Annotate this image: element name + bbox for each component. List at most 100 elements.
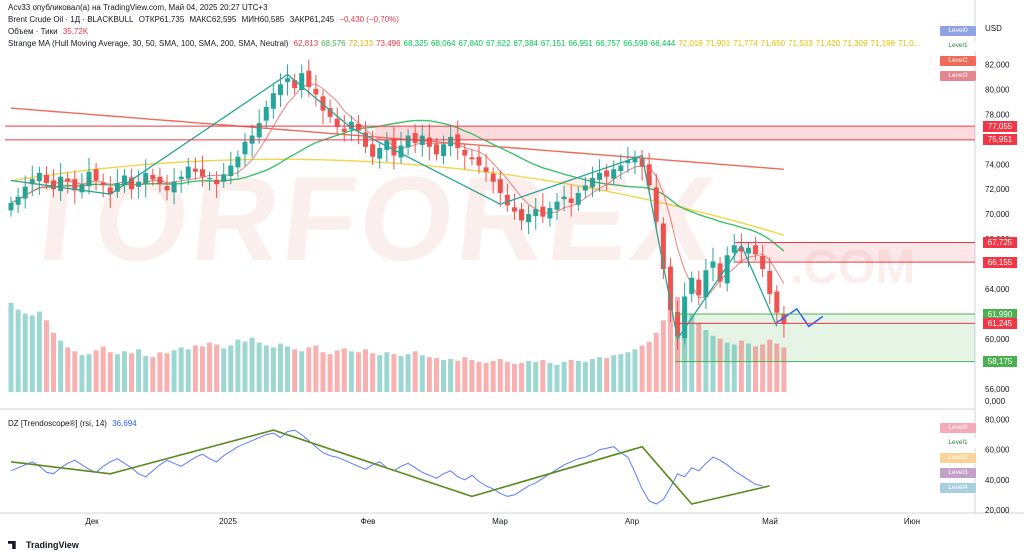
price-level-box[interactable]: 66,155 bbox=[983, 256, 1017, 268]
rsi-level-tag[interactable]: Level3 bbox=[940, 468, 976, 478]
candle-body[interactable] bbox=[150, 174, 156, 180]
candle-body[interactable] bbox=[263, 106, 269, 121]
candle-body[interactable] bbox=[781, 314, 787, 324]
candle-body[interactable] bbox=[221, 174, 227, 182]
candle-body[interactable] bbox=[476, 156, 482, 166]
candle-body[interactable] bbox=[299, 73, 305, 91]
candle-body[interactable] bbox=[171, 181, 177, 193]
rsi-level-tag[interactable]: Level2 bbox=[940, 453, 976, 463]
candle-body[interactable] bbox=[86, 171, 92, 187]
candle-body[interactable] bbox=[618, 165, 624, 172]
candle-body[interactable] bbox=[391, 138, 397, 156]
candle-body[interactable] bbox=[696, 279, 702, 296]
candle-body[interactable] bbox=[767, 270, 773, 294]
candle-body[interactable] bbox=[533, 209, 539, 217]
candle-body[interactable] bbox=[384, 140, 390, 150]
candle-body[interactable] bbox=[313, 88, 319, 95]
candle-body[interactable] bbox=[689, 277, 695, 294]
candle-body[interactable] bbox=[469, 157, 475, 160]
candle-body[interactable] bbox=[448, 136, 454, 147]
candle-body[interactable] bbox=[639, 158, 645, 167]
volume-legend[interactable]: Объем · Тики 35,72K bbox=[8, 27, 91, 37]
candle-body[interactable] bbox=[100, 182, 106, 186]
candle-body[interactable] bbox=[611, 169, 617, 179]
candle-body[interactable] bbox=[143, 172, 149, 184]
candle-body[interactable] bbox=[355, 123, 361, 131]
candle-body[interactable] bbox=[441, 144, 447, 157]
candle-body[interactable] bbox=[136, 181, 142, 187]
candle-body[interactable] bbox=[242, 141, 248, 155]
candle-body[interactable] bbox=[341, 128, 347, 132]
symbol-name[interactable]: Brent Crude Oil · 1Д · BLACKBULL bbox=[8, 15, 134, 24]
candle-body[interactable] bbox=[455, 134, 461, 149]
candle-body[interactable] bbox=[164, 186, 170, 191]
candle-body[interactable] bbox=[207, 177, 213, 179]
candle-body[interactable] bbox=[731, 245, 737, 253]
rsi-level-tag[interactable]: Level1 bbox=[940, 438, 976, 448]
level-tag[interactable]: Level0 bbox=[940, 26, 976, 36]
candle-body[interactable] bbox=[43, 174, 49, 183]
candle-body[interactable] bbox=[214, 179, 220, 185]
candle-body[interactable] bbox=[497, 179, 503, 193]
candle-body[interactable] bbox=[738, 247, 744, 252]
candle-body[interactable] bbox=[717, 263, 723, 282]
candle-body[interactable] bbox=[22, 186, 28, 199]
price-level-box[interactable]: 58,175 bbox=[983, 356, 1017, 368]
level-tag[interactable]: Level2 bbox=[940, 56, 976, 66]
candle-body[interactable] bbox=[327, 108, 333, 117]
candle-body[interactable] bbox=[675, 312, 681, 337]
price-level-box[interactable]: 61,245 bbox=[983, 317, 1017, 329]
price-level-box[interactable]: 61,990 bbox=[983, 308, 1017, 320]
price-level-box[interactable]: 75,951 bbox=[983, 134, 1017, 146]
candle-body[interactable] bbox=[370, 144, 376, 157]
candle-body[interactable] bbox=[377, 148, 383, 159]
candle-body[interactable] bbox=[526, 214, 532, 223]
candle-body[interactable] bbox=[504, 194, 510, 206]
candle-body[interactable] bbox=[405, 135, 411, 148]
candle-body[interactable] bbox=[426, 137, 432, 147]
candle-body[interactable] bbox=[412, 133, 418, 144]
level-tag[interactable]: Level1 bbox=[940, 41, 976, 51]
candle-body[interactable] bbox=[285, 78, 291, 82]
ma-legend[interactable]: Strange MA (Hull Moving Average, 30, 50,… bbox=[8, 39, 926, 49]
price-level-box[interactable]: 77,055 bbox=[983, 120, 1017, 132]
candle-body[interactable] bbox=[93, 169, 99, 181]
candle-body[interactable] bbox=[72, 179, 78, 191]
candle-body[interactable] bbox=[433, 144, 439, 155]
candle-body[interactable] bbox=[228, 165, 234, 177]
candle-body[interactable] bbox=[256, 123, 262, 138]
candle-body[interactable] bbox=[292, 80, 298, 89]
candle-body[interactable] bbox=[653, 187, 659, 222]
candle-body[interactable] bbox=[192, 168, 198, 172]
candle-body[interactable] bbox=[270, 93, 276, 109]
candle-body[interactable] bbox=[554, 201, 560, 210]
candle-body[interactable] bbox=[178, 176, 184, 180]
candle-body[interactable] bbox=[745, 247, 751, 254]
candle-body[interactable] bbox=[710, 261, 716, 268]
tradingview-brand[interactable]: TradingView bbox=[8, 540, 79, 550]
candle-body[interactable] bbox=[79, 184, 85, 193]
candle-body[interactable] bbox=[511, 207, 517, 212]
rsi-level-tag[interactable]: Level0 bbox=[940, 423, 976, 433]
candle-body[interactable] bbox=[703, 270, 709, 298]
candle-body[interactable] bbox=[235, 156, 241, 168]
candle-body[interactable] bbox=[589, 177, 595, 188]
symbol-legend[interactable]: Brent Crude Oil · 1Д · BLACKBULL ОТКР61,… bbox=[8, 15, 402, 25]
candle-body[interactable] bbox=[547, 207, 553, 219]
candle-body[interactable] bbox=[682, 296, 688, 339]
candle-body[interactable] bbox=[306, 70, 312, 87]
candle-body[interactable] bbox=[157, 176, 163, 185]
candle-body[interactable] bbox=[519, 209, 525, 221]
candle-body[interactable] bbox=[660, 223, 666, 270]
rsi-level-tag[interactable]: Level4 bbox=[940, 483, 976, 493]
candle-body[interactable] bbox=[568, 198, 574, 203]
candle-body[interactable] bbox=[774, 291, 780, 313]
candle-body[interactable] bbox=[724, 255, 730, 284]
candle-body[interactable] bbox=[462, 149, 468, 156]
candle-body[interactable] bbox=[36, 172, 42, 182]
candle-body[interactable] bbox=[114, 182, 120, 192]
candle-body[interactable] bbox=[29, 179, 35, 185]
candle-body[interactable] bbox=[277, 84, 283, 96]
candle-body[interactable] bbox=[129, 177, 135, 190]
candle-body[interactable] bbox=[561, 196, 567, 200]
